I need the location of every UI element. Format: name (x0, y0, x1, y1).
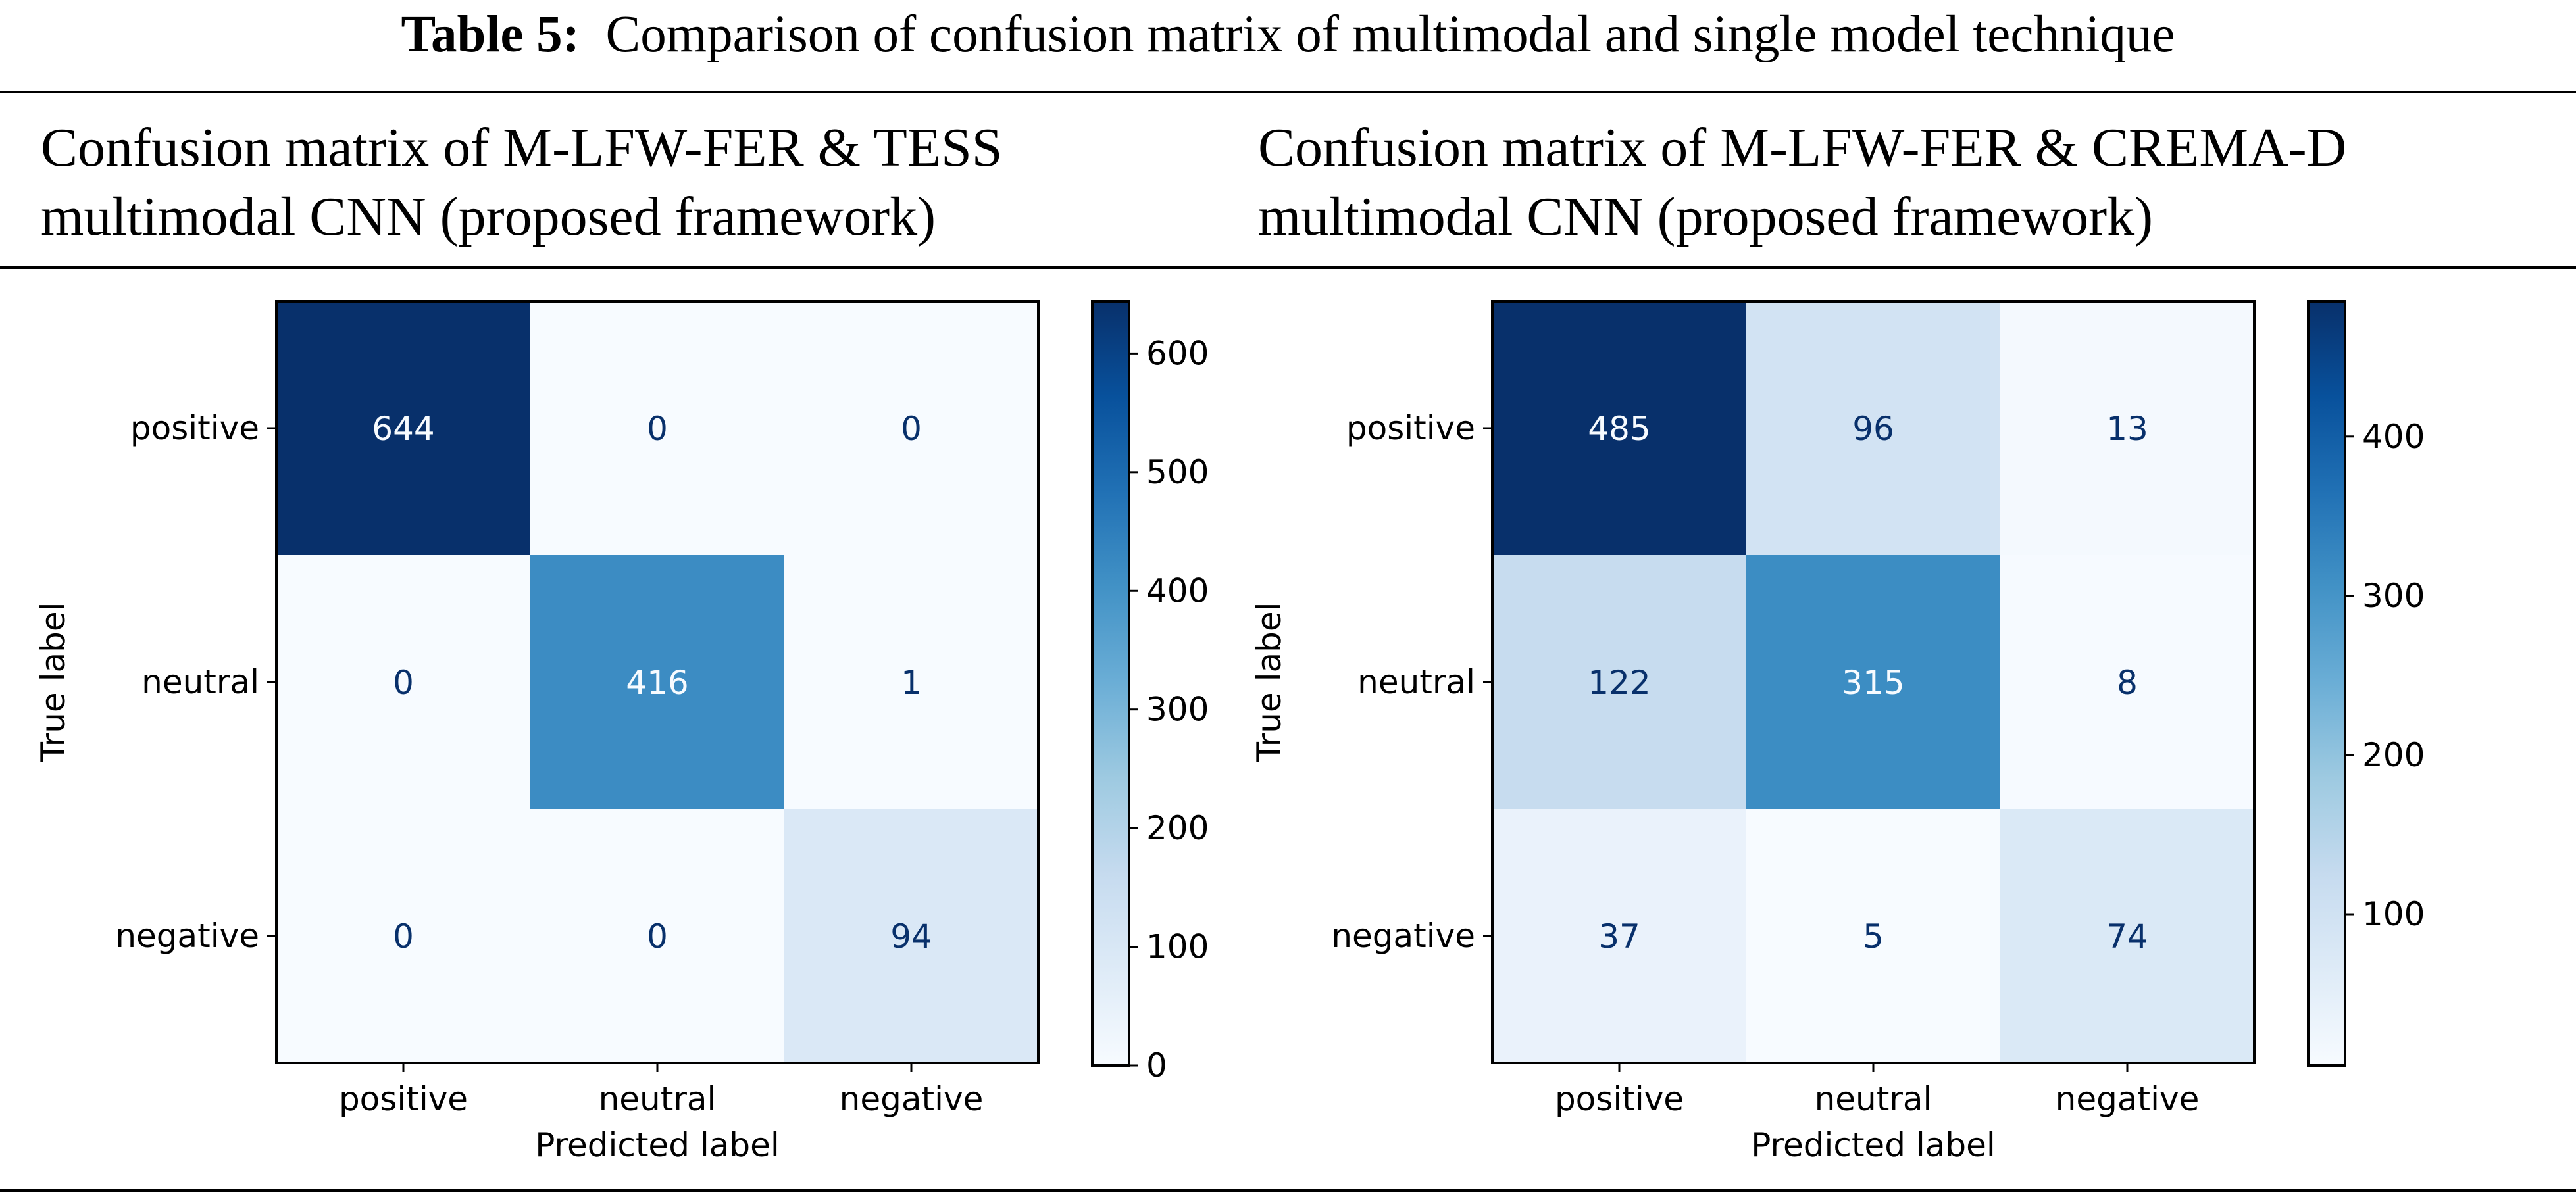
cm2-cell (1492, 809, 1746, 1063)
cm1-cell-label: 0 (393, 918, 414, 956)
cm2-cell-label: 37 (1598, 918, 1640, 956)
cm1-xtick-label: neutral (599, 1080, 717, 1118)
cm2-colorbar-tick-label: 200 (2362, 736, 2425, 774)
cm2-xtick-label: neutral (1815, 1080, 1932, 1118)
bottom-rule (0, 1189, 2576, 1192)
cm1-cell (276, 301, 530, 555)
cm1-colorbar-tick-label: 500 (1146, 453, 1209, 491)
top-rule (0, 91, 2576, 93)
cm1-ytick-label: positive (130, 409, 259, 447)
column-header-2: Confusion matrix of M-LFW-FER & CREMA-D … (1258, 113, 2346, 251)
cm2-ylabel: True label (1250, 602, 1288, 762)
cm1-cell (784, 301, 1038, 555)
cm1-cell-label: 1 (901, 664, 922, 702)
cm2-ytick-label: negative (1331, 917, 1475, 955)
cm1-ytick-label: neutral (141, 663, 259, 701)
column-header-2-line2: multimodal CNN (proposed framework) (1258, 186, 2154, 247)
cm1-colorbar-tick-label: 100 (1146, 928, 1209, 966)
cm1-cell-label: 0 (647, 410, 668, 448)
cm1-cell (530, 809, 784, 1063)
cm2-cell (1492, 301, 1746, 555)
cm2-colorbar-tick-label: 300 (2362, 577, 2425, 615)
cm1-cell (276, 555, 530, 809)
cm2-colorbar-frame (2307, 300, 2346, 1067)
cm1-cell (784, 555, 1038, 809)
cm2-cell (1746, 301, 2000, 555)
cm1-xlabel: Predicted label (535, 1126, 780, 1164)
cm1-ylabel: True label (34, 602, 72, 762)
cm1-cell-label: 0 (901, 410, 922, 448)
cm2-xtick-label: positive (1555, 1080, 1684, 1118)
column-header-2-line1: Confusion matrix of M-LFW-FER & CREMA-D (1258, 117, 2347, 178)
column-header-1: Confusion matrix of M-LFW-FER & TESS mul… (41, 113, 1003, 251)
cm1-colorbar-tick-label: 0 (1146, 1046, 1167, 1085)
cm1-cell (276, 809, 530, 1063)
cm1-xtick-label: negative (840, 1080, 984, 1118)
table-caption: Table 5: Comparison of confusion matrix … (0, 0, 2576, 69)
cm2-xtick-label: negative (2056, 1080, 2200, 1118)
cm2-cell (1492, 555, 1746, 809)
cm2-colorbar-tick-label: 400 (2362, 418, 2425, 456)
cm2-cell-label: 96 (1852, 410, 1894, 448)
table-title: Comparison of confusion matrix of multim… (605, 6, 2175, 63)
cm2-cell-label: 5 (1863, 918, 1884, 956)
cm1-colorbar-tick-label: 300 (1146, 691, 1209, 729)
cm2-cell-label: 8 (2117, 664, 2138, 702)
cm1-cell-label: 416 (626, 664, 688, 702)
table-label: Table 5: (401, 6, 580, 63)
cm1-cell-label: 0 (393, 664, 414, 702)
column-header-1-line2: multimodal CNN (proposed framework) (41, 186, 936, 247)
cm2-cell (1746, 809, 2000, 1063)
cm1-colorbar-tick-label: 600 (1146, 334, 1209, 372)
column-header-1-line1: Confusion matrix of M-LFW-FER & TESS (41, 117, 1003, 178)
cm2-cell-label: 13 (2106, 410, 2148, 448)
cm2-ytick-label: neutral (1357, 663, 1475, 701)
cm1-cell (530, 555, 784, 809)
cm1-colorbar (1092, 301, 1129, 1066)
cm1-cell-label: 0 (647, 918, 668, 956)
cm2-cell (1746, 555, 2000, 809)
cm1-cell (784, 809, 1038, 1063)
cm2-cell (2000, 809, 2254, 1063)
cm2-cell-label: 315 (1842, 664, 1904, 702)
cm2-xlabel: Predicted label (1751, 1126, 1996, 1164)
cm1-ytick-label: negative (115, 917, 259, 955)
cm2-cell-label: 74 (2106, 918, 2148, 956)
cm1-xtick-label: positive (339, 1080, 468, 1118)
cm2-cell-label: 485 (1588, 410, 1650, 448)
cm2-ytick-label: positive (1346, 409, 1475, 447)
cm1-colorbar-tick-label: 200 (1146, 809, 1209, 847)
cm1-colorbar-frame (1091, 300, 1130, 1067)
cm2-cell (2000, 301, 2254, 555)
cm1-cell-label: 644 (372, 410, 434, 448)
cm2-colorbar (2308, 301, 2345, 1066)
cm1-cell-label: 94 (890, 918, 932, 956)
cm2-colorbar-tick-label: 100 (2362, 895, 2425, 933)
cm2-cell (2000, 555, 2254, 809)
cm1-cell (530, 301, 784, 555)
cm2-cell-label: 122 (1588, 664, 1650, 702)
header-rule (0, 266, 2576, 269)
cm1-colorbar-tick-label: 400 (1146, 572, 1209, 610)
